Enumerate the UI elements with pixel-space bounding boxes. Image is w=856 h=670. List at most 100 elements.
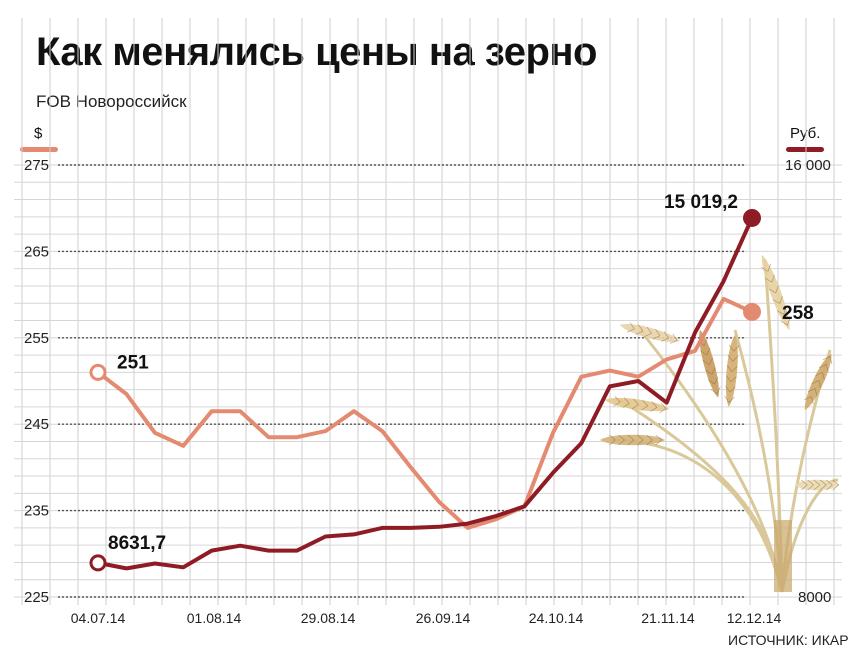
- wheat-grain: [609, 439, 616, 446]
- wheat-grain: [627, 439, 635, 446]
- wheat-grain: [822, 372, 825, 381]
- wheat-ear-body: [725, 335, 738, 407]
- wheat-ear-body: [699, 330, 719, 398]
- wheat-grain: [727, 365, 733, 372]
- wheat-grain: [819, 479, 827, 486]
- wheat-grain: [703, 338, 708, 346]
- wheat-grain: [644, 333, 652, 338]
- wheat-grain: [655, 439, 662, 446]
- wheat-grain: [636, 439, 644, 446]
- wheat-grain: [813, 479, 821, 486]
- wheat-grain: [733, 345, 740, 352]
- wheat-grain: [661, 337, 669, 342]
- wheat-grain: [614, 396, 621, 403]
- wheat-grain: [725, 385, 731, 393]
- usd-end-marker: [743, 302, 761, 321]
- wheat-ear-body: [620, 324, 680, 342]
- y-tick-label: 265: [24, 243, 49, 260]
- usd-start-marker: [89, 363, 107, 381]
- left-axis-unit: $: [34, 125, 43, 142]
- y-tick-label: 255: [24, 330, 49, 347]
- wheat-ear: [605, 396, 670, 414]
- wheat-grain: [727, 354, 733, 362]
- data-label: 15 019,2: [664, 192, 738, 213]
- wheat-grain: [813, 484, 821, 491]
- wheat-grain: [633, 398, 639, 405]
- wheat-grain: [618, 434, 625, 441]
- wheat-ear: [600, 434, 665, 446]
- wheat-grain: [783, 306, 787, 315]
- wheat-grain: [724, 395, 730, 403]
- wheat-grain: [780, 320, 788, 326]
- wheat-grain: [655, 329, 661, 336]
- wheat-grain: [708, 357, 713, 365]
- chart-title: Как менялись цены на зерно: [36, 30, 597, 74]
- wheat-grain: [764, 277, 773, 283]
- wheat-grain: [627, 328, 635, 333]
- wheat-grain: [822, 356, 831, 361]
- wheat-illustration: [600, 255, 839, 593]
- rub-legend-swatch: [786, 147, 824, 152]
- data-label: 8631,7: [108, 533, 166, 554]
- series-lines: [96, 217, 754, 571]
- wheat-grain: [732, 355, 739, 362]
- wheat-grain: [730, 376, 737, 383]
- wheat-grain: [710, 388, 718, 395]
- wheat-grain: [801, 479, 808, 486]
- wheat-grain: [826, 479, 833, 486]
- wheat-bundle: [774, 520, 792, 592]
- y-tick-label: 235: [24, 503, 49, 520]
- rub-end-marker: [743, 208, 761, 227]
- wheat-grain: [646, 439, 653, 446]
- wheat-ear: [620, 322, 680, 344]
- wheat-grain: [613, 401, 621, 407]
- x-tick-label: 24.10.14: [529, 610, 584, 626]
- wheat-ear-body: [605, 397, 670, 412]
- wheat-grain: [815, 372, 823, 377]
- wheat-grain: [772, 299, 780, 304]
- wheat-grain: [775, 285, 779, 293]
- wheat-grain: [726, 375, 732, 383]
- wheat-grain: [811, 380, 819, 385]
- wheat-grain: [819, 484, 827, 491]
- wheat-grain: [636, 434, 644, 441]
- wheat-grain: [638, 324, 644, 332]
- usd-legend-swatch: [20, 147, 58, 152]
- wheat-grain: [818, 380, 822, 389]
- wheat-grain: [646, 434, 653, 441]
- wheat-grain: [623, 397, 630, 404]
- wheat-ear: [795, 479, 839, 491]
- wheat-grain: [640, 405, 648, 411]
- x-tick-label: 01.08.14: [187, 610, 242, 626]
- wheat-grain: [776, 310, 784, 315]
- wheat-grain: [646, 326, 652, 334]
- wheat-grain: [761, 267, 769, 272]
- wheat-grain: [629, 322, 635, 330]
- x-tick-label: 12.12.14: [727, 610, 782, 626]
- wheat-grain: [807, 388, 816, 393]
- wheat-grain: [814, 388, 818, 397]
- wheat-grain: [651, 401, 658, 408]
- wheat-grain: [767, 263, 771, 272]
- wheat-grain: [819, 364, 827, 369]
- y-tick-label: 275: [24, 157, 49, 174]
- x-tick-label: 29.08.14: [301, 610, 356, 626]
- wheat-ear-body: [804, 353, 832, 410]
- rub-price-line: [97, 217, 754, 571]
- wheat-grain: [652, 335, 661, 340]
- wheat-ear-body: [795, 479, 839, 491]
- wheat-grain: [642, 399, 648, 407]
- usd-price-line: [96, 296, 753, 530]
- wheat-grain: [779, 296, 783, 304]
- wheat-grain: [711, 367, 716, 375]
- y2-tick-label: 16 000: [785, 157, 831, 174]
- wheat-grain: [801, 484, 808, 491]
- source-note: ИСТОЧНИК: ИКАР: [728, 632, 849, 648]
- wheat-grain: [825, 364, 829, 373]
- data-label: 251: [117, 352, 149, 373]
- wheat-grain: [832, 479, 839, 486]
- y2-tick-label: 8000: [798, 589, 831, 606]
- wheat-grain: [771, 274, 775, 283]
- wheat-grain: [705, 369, 713, 375]
- wheat-grain: [832, 484, 839, 491]
